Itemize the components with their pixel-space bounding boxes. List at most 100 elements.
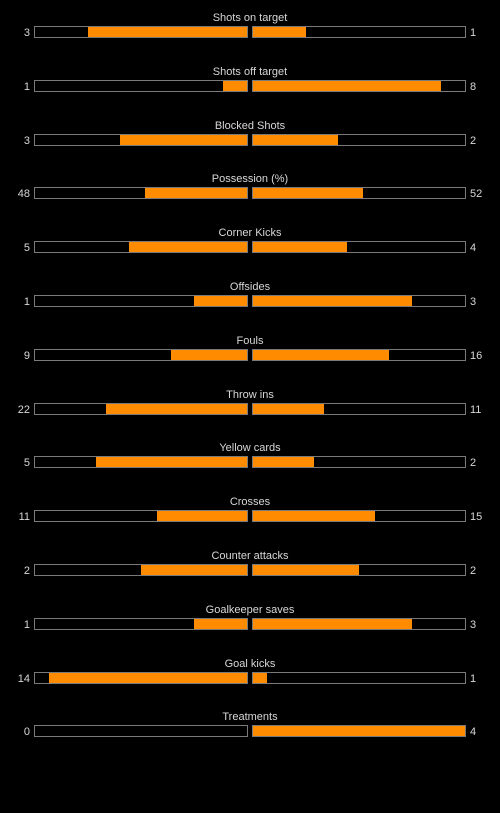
home-value: 9 xyxy=(23,349,30,362)
stat-row-corner-kicks: Corner Kicks 5 4 xyxy=(0,226,500,280)
away-bar-track xyxy=(252,402,466,415)
home-value: 3 xyxy=(23,27,30,39)
away-bar-fill xyxy=(253,134,338,145)
home-bar-track xyxy=(34,456,248,469)
home-bar-fill xyxy=(95,457,247,468)
away-bar-fill xyxy=(253,564,359,575)
away-value: 1 xyxy=(470,27,477,39)
home-bar-track xyxy=(34,563,248,576)
away-value: 3 xyxy=(470,295,477,308)
stat-row-blocked-shots: Blocked Shots 3 2 xyxy=(0,119,500,173)
stat-label: Throw ins xyxy=(226,388,274,401)
away-value: 4 xyxy=(470,726,477,739)
stat-row-goal-kicks: Goal kicks 14 1 xyxy=(0,657,500,711)
stat-row-crosses: Crosses 11 15 xyxy=(0,495,500,549)
home-value: 11 xyxy=(18,511,30,524)
home-bar-fill xyxy=(141,564,247,575)
away-bar-track xyxy=(252,563,466,576)
away-value: 2 xyxy=(470,457,477,470)
home-bar-fill xyxy=(129,242,247,253)
stat-label: Shots on target xyxy=(212,12,288,24)
home-value: 5 xyxy=(23,457,30,470)
home-bar-track xyxy=(34,241,248,254)
stat-label: Counter attacks xyxy=(211,549,289,562)
home-bar-track xyxy=(34,725,248,738)
away-value: 1 xyxy=(470,672,477,685)
stat-row-throw-ins: Throw ins 22 11 xyxy=(0,388,500,442)
home-value: 0 xyxy=(23,726,30,739)
stat-label: Shots off target xyxy=(212,65,288,78)
away-bar-track xyxy=(252,671,466,684)
away-bar-fill xyxy=(253,457,314,468)
home-bar-track xyxy=(34,510,248,523)
home-bar-track xyxy=(34,26,248,38)
stat-row-shots-off-target: Shots off target 1 8 xyxy=(0,65,500,119)
away-value: 15 xyxy=(470,511,483,524)
away-bar-track xyxy=(252,348,466,361)
away-value: 2 xyxy=(470,134,477,147)
stat-label: Offsides xyxy=(229,280,271,293)
away-bar-fill xyxy=(253,726,465,737)
home-value: 22 xyxy=(17,403,30,416)
home-bar-fill xyxy=(119,134,247,145)
stat-label: Treatments xyxy=(222,711,278,724)
stat-row-goalkeeper-saves: Goalkeeper saves 1 3 xyxy=(0,603,500,657)
away-bar-track xyxy=(252,510,466,523)
away-bar-track xyxy=(252,241,466,254)
home-bar-track xyxy=(34,79,248,92)
home-bar-track xyxy=(34,294,248,307)
away-value: 11 xyxy=(470,403,482,416)
stat-label: Crosses xyxy=(229,496,271,509)
stat-row-possession: Possession (%) 48 52 xyxy=(0,172,500,226)
home-bar-track xyxy=(34,671,248,684)
stat-label: Corner Kicks xyxy=(218,227,282,240)
stat-label: Fouls xyxy=(236,334,264,347)
away-bar-track xyxy=(252,187,466,200)
away-bar-fill xyxy=(253,27,306,37)
stat-label: Yellow cards xyxy=(219,442,281,455)
away-value: 2 xyxy=(470,564,477,577)
home-value: 3 xyxy=(23,134,30,147)
home-value: 1 xyxy=(23,618,30,631)
home-value: 1 xyxy=(23,295,30,308)
away-bar-fill xyxy=(253,618,412,629)
away-bar-fill xyxy=(253,403,324,414)
home-bar-fill xyxy=(105,403,247,414)
home-bar-track xyxy=(34,133,248,146)
stat-label: Goalkeeper saves xyxy=(205,603,295,616)
stat-label: Blocked Shots xyxy=(214,119,286,132)
stat-row-shots-on-target: Shots on target 3 1 xyxy=(0,11,500,65)
away-bar-fill xyxy=(253,295,412,306)
stat-label: Goal kicks xyxy=(224,657,276,670)
home-bar-track xyxy=(34,402,248,415)
away-bar-track xyxy=(252,133,466,146)
home-value: 14 xyxy=(17,672,30,685)
away-bar-fill xyxy=(253,80,442,91)
away-value: 8 xyxy=(470,80,477,93)
home-bar-fill xyxy=(157,511,247,522)
away-value: 3 xyxy=(470,618,477,631)
home-value: 48 xyxy=(17,188,30,201)
home-bar-track xyxy=(34,187,248,200)
away-bar-fill xyxy=(253,242,348,253)
home-bar-fill xyxy=(194,295,247,306)
home-bar-fill xyxy=(194,618,247,629)
away-bar-fill xyxy=(253,349,389,360)
stat-row-fouls: Fouls 9 16 xyxy=(0,334,500,388)
home-bar-fill xyxy=(170,349,247,360)
match-stats-panel: Shots on target 3 1 Shots off target 1 8 Block… xyxy=(0,11,500,764)
stat-row-yellow-cards: Yellow cards 5 2 xyxy=(0,441,500,495)
away-value: 4 xyxy=(470,242,477,255)
away-bar-fill xyxy=(253,511,376,522)
home-bar-fill xyxy=(145,188,247,199)
away-bar-track xyxy=(252,294,466,307)
home-bar-fill xyxy=(49,672,247,683)
stat-label: Possession (%) xyxy=(211,173,289,186)
away-bar-track xyxy=(252,79,466,92)
stat-row-counter-attacks: Counter attacks 2 2 xyxy=(0,549,500,603)
home-value: 1 xyxy=(23,80,30,93)
away-bar-track xyxy=(252,725,466,738)
stat-row-treatments: Treatments 0 4 xyxy=(0,710,500,764)
stat-row-offsides: Offsides 1 3 xyxy=(0,280,500,334)
home-bar-fill xyxy=(223,80,247,91)
